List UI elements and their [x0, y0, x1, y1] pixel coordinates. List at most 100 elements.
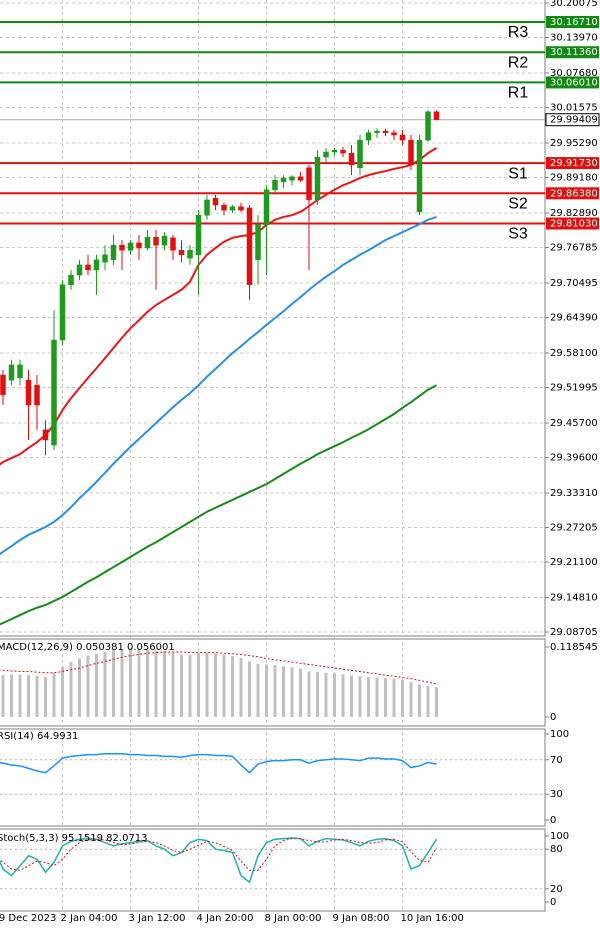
y-tick-label: 29.14810 — [550, 593, 598, 604]
candle-body — [153, 236, 159, 246]
macd-bar — [384, 678, 387, 717]
candle-body — [263, 189, 270, 226]
level-price-label: 30.11360 — [550, 47, 598, 58]
y-tick-label: 29.51995 — [550, 383, 598, 394]
candle-body — [408, 139, 414, 166]
candle-body — [289, 176, 295, 181]
level-name: R3 — [508, 24, 529, 41]
stoch-panel — [0, 828, 546, 912]
macd-bar — [248, 661, 251, 717]
candle-body — [25, 379, 32, 406]
y-tick-label: 0 — [550, 897, 556, 908]
y-tick-label: 80 — [550, 844, 563, 855]
macd-bar — [205, 652, 209, 717]
candle-body — [272, 179, 278, 191]
level-price-box — [546, 187, 599, 200]
x-tick-label: 29 Dec 2023 — [0, 913, 56, 924]
last-price-label: 29.99409 — [550, 115, 598, 126]
y-tick-label: 29.27205 — [550, 523, 598, 534]
macd-bar — [341, 674, 345, 717]
candle-body — [17, 364, 23, 379]
last-price-box — [545, 113, 600, 127]
macd-bar — [392, 678, 396, 717]
x-tick-label: 10 Jan 16:00 — [401, 913, 464, 924]
signal-line — [0, 651, 437, 685]
candle-body — [51, 339, 57, 446]
candle-body — [382, 130, 389, 134]
y-tick-label: 29.70495 — [550, 278, 598, 289]
indicator-line — [0, 837, 438, 884]
moving-average — [0, 215, 437, 556]
candle-body — [365, 132, 372, 141]
macd-bar — [324, 672, 328, 717]
macd-bar — [222, 654, 226, 717]
candle-body — [93, 259, 100, 271]
y-tick-label: 29.89180 — [550, 172, 598, 183]
macd-bar — [418, 684, 421, 717]
x-tick-label: 3 Jan 12:00 — [129, 913, 186, 924]
y-tick-label: 29.82890 — [550, 208, 598, 219]
macd-bar — [265, 664, 268, 717]
macd-bar — [180, 654, 183, 717]
level-name: S3 — [508, 226, 528, 243]
macd-bar — [316, 672, 319, 717]
candle-body — [161, 235, 168, 246]
macd-bar — [86, 655, 90, 717]
macd-bar — [154, 650, 158, 717]
macd-bar — [69, 662, 73, 717]
macd-bar — [18, 674, 22, 717]
macd-bar — [401, 679, 404, 717]
level-price-label: 30.06010 — [550, 77, 598, 88]
macd-bar — [307, 671, 311, 717]
y-tick-label: 29.76785 — [550, 242, 598, 253]
y-tick-label: 29.45700 — [550, 418, 598, 429]
level-price-box — [546, 76, 599, 89]
macd-bar — [375, 677, 379, 717]
y-tick-label: 100 — [550, 729, 569, 740]
y-tick-label: 20 — [550, 884, 563, 895]
candle-body — [246, 207, 253, 285]
candle-body — [229, 206, 236, 211]
macd-bar — [333, 673, 336, 717]
x-tick-label: 8 Jan 00:00 — [265, 913, 322, 924]
indicator-label: MACD(12,26,9) 0.050381 0.056001 — [0, 642, 175, 653]
macd-bar — [112, 650, 115, 717]
candle-body — [280, 177, 287, 183]
y-tick-label: 30.13970 — [550, 32, 598, 43]
y-tick-label: 30.07680 — [550, 68, 598, 79]
macd-bar — [197, 653, 200, 717]
macd-bar — [426, 685, 430, 717]
candle-body — [331, 150, 338, 153]
y-tick-label: 29.21100 — [550, 557, 598, 568]
y-tick-label: 29.33310 — [550, 488, 598, 499]
y-tick-label: 29.08705 — [550, 627, 598, 638]
y-tick-label: 30 — [550, 789, 563, 800]
moving-average — [0, 147, 438, 466]
level-price-label: 29.81030 — [550, 219, 598, 230]
moving-average — [0, 384, 437, 626]
candle-body — [399, 134, 406, 141]
candle-body — [178, 249, 185, 256]
candle-body — [34, 384, 40, 406]
candle-body — [136, 242, 142, 249]
candle-body — [170, 237, 176, 251]
y-tick-label: 100 — [550, 831, 569, 842]
macd-bar — [129, 649, 132, 717]
y-tick-label: 0.118545 — [550, 642, 598, 653]
macd-bar — [409, 682, 413, 717]
level-price-box — [546, 217, 599, 230]
candle-body — [204, 199, 210, 216]
level-name: S1 — [508, 165, 528, 182]
macd-bar — [146, 649, 149, 717]
macd-bar — [214, 653, 217, 717]
candle-body — [374, 130, 380, 134]
candle-body — [144, 236, 151, 249]
y-tick-label: 30.01575 — [550, 102, 598, 113]
macd-panel — [0, 638, 546, 727]
macd-bar — [61, 666, 64, 717]
macd-bar — [10, 674, 13, 717]
candle-body — [348, 152, 355, 166]
macd-bar — [231, 656, 234, 717]
macd-bar — [27, 675, 30, 717]
indicator-label: RSI(14) 64.9931 — [0, 731, 78, 742]
